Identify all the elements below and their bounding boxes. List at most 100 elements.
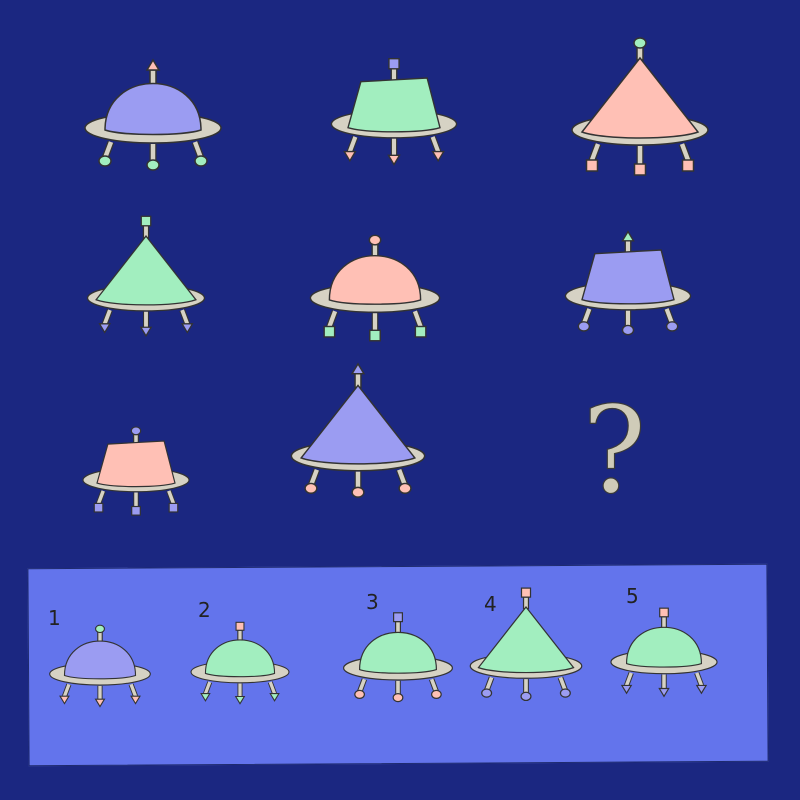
leg [695,672,704,687]
dome [63,640,137,680]
circle-tip [354,689,365,700]
circle-tip [130,426,142,436]
square-tip [585,159,599,172]
leg [624,672,633,687]
antenna-stem [394,620,402,634]
leg [180,309,190,325]
square-tip [681,159,695,172]
option-1-ufo[interactable] [49,624,151,708]
arrow-tip [269,693,280,702]
leg [268,681,277,695]
grid-ufo-5 [309,234,441,342]
circle-tip [368,234,382,246]
arrow-tip [130,695,141,705]
arrow-tip [387,154,401,166]
grid-ufo-8 [290,362,426,498]
arrow-tip [621,230,635,242]
leg [430,136,441,153]
arrow-tip [658,687,670,698]
arrow-tip [234,695,246,705]
square-tip [392,612,404,623]
dome [96,440,176,488]
leg [167,490,176,505]
arrow-tip [145,58,161,71]
circle-tip [392,693,404,703]
option-3-ufo[interactable] [342,612,454,703]
circle-tip [481,688,493,698]
circle-tip [304,482,318,494]
square-tip [520,587,532,598]
circle-tip [351,486,365,498]
option-3-label[interactable]: 3 [366,590,379,614]
leg [412,310,423,328]
option-2-ufo[interactable] [190,621,290,705]
option-5-ufo[interactable] [610,607,718,698]
circle-tip [98,155,112,167]
leg [96,490,105,505]
square-tip [633,163,647,176]
leg [102,309,112,325]
antenna-stem [661,616,667,629]
dome [358,631,438,674]
antenna-stem [237,629,243,641]
circle-tip [95,624,105,634]
grid-ufo-6 [564,230,692,336]
circle-tip [665,321,679,332]
arrow-tip [94,698,106,708]
leg [679,143,691,161]
arrow-tip [59,695,70,705]
circle-tip [621,324,635,336]
circle-tip [146,159,160,171]
dome [328,255,422,305]
leg [327,310,338,328]
leg [62,683,71,697]
grid-ufo-2 [330,57,458,166]
square-tip [168,502,179,513]
square-tip [131,505,141,516]
dome [625,626,703,668]
arrow-tip [431,150,445,163]
arrow-tip [200,693,211,702]
circle-tip [194,155,208,167]
dome [347,77,441,133]
square-tip [323,325,336,338]
leg [347,136,358,153]
grid-ufo-4 [86,215,206,338]
arrow-tip [620,684,633,695]
grid-ufo-3 [571,37,709,176]
square-tip [659,607,669,618]
arrow-tip [695,684,708,695]
leg [589,143,601,161]
dome [477,605,575,674]
arrow-tip [350,362,366,375]
leg [129,683,138,697]
circle-tip [577,321,591,332]
option-2-label[interactable]: 2 [198,598,211,622]
dome [299,384,417,465]
circle-tip [431,689,442,700]
dome [204,639,276,678]
option-1-label[interactable]: 1 [48,606,61,630]
leg [203,681,212,695]
grid-ufo-7 [82,426,190,516]
arrow-tip [98,323,112,334]
dome [104,82,202,136]
option-5-label[interactable]: 5 [626,584,639,608]
square-tip [388,57,400,70]
arrow-tip [180,323,194,334]
circle-tip [559,688,571,698]
circle-tip [520,691,532,702]
dome [95,235,197,306]
circle-tip [398,482,412,494]
dome [580,56,700,139]
option-4-label[interactable]: 4 [484,592,497,616]
square-tip [414,325,427,338]
square-tip [93,502,104,513]
question-mark: ? [581,382,647,521]
grid-ufo-1 [84,58,222,171]
circle-tip [633,37,647,49]
square-tip [235,621,245,631]
option-4-ufo[interactable] [469,587,583,702]
dome [581,249,675,305]
